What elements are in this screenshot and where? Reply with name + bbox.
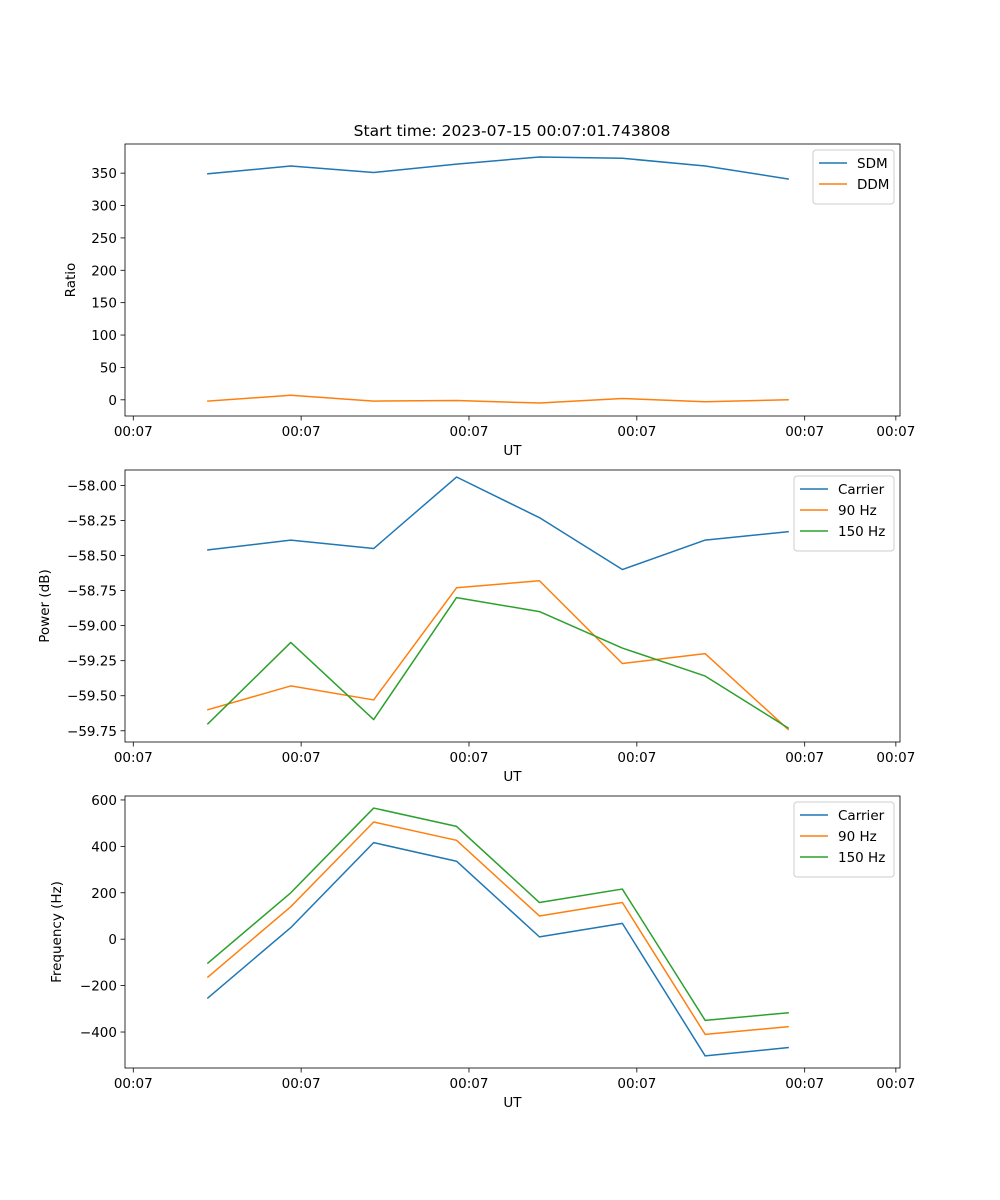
power-legend-entry-90-hz: 90 Hz — [838, 503, 877, 519]
ratio-y-tick-label: 100 — [91, 328, 117, 344]
frequency-panel: 00:07 00:07 00:07 00:07 00:07 00:07 −400 −200 0 2… — [49, 793, 915, 1111]
ratio-y-tick-label: 150 — [91, 296, 117, 312]
frequency-y-tick-label: 400 — [91, 839, 117, 855]
frequency-series-line-90-hz — [206, 821, 789, 1036]
ratio-y-tick-label: 250 — [91, 231, 117, 247]
frequency-series-line-carrier — [206, 841, 789, 1057]
power-y-tick-label: −59.00 — [67, 619, 117, 635]
ratio-y-tick-label: 50 — [100, 360, 117, 376]
power-x-axis-label: UT — [503, 769, 522, 785]
frequency-y-tick-label: −400 — [80, 1025, 117, 1041]
frequency-x-tick-label: 00:07 — [876, 1076, 915, 1092]
power-y-tick-label: −58.00 — [67, 478, 117, 494]
ratio-series-line-sdm — [207, 156, 789, 180]
ratio-panel: 00:07 00:07 00:07 00:07 00:07 00:07 0 50 100 150 2… — [63, 143, 915, 459]
ratio-x-tick-label: 00:07 — [785, 424, 824, 440]
frequency-y-axis-label: Frequency (Hz) — [49, 881, 65, 983]
power-x-tick-label: 00:07 — [282, 750, 321, 766]
ratio-x-tick-label: 00:07 — [876, 424, 915, 440]
frequency-legend: Carrier 90 Hz 150 Hz — [793, 801, 895, 878]
frequency-legend-entry-90-hz: 90 Hz — [838, 829, 877, 845]
ratio-y-tick-label: 200 — [91, 263, 117, 279]
power-x-tick-label: 00:07 — [617, 750, 656, 766]
frequency-x-tick-label: 00:07 — [617, 1076, 656, 1092]
power-axes-frame — [124, 469, 901, 743]
ratio-y-tick-label: 300 — [91, 199, 117, 215]
power-legend: Carrier 90 Hz 150 Hz — [793, 475, 895, 552]
figure-title: Start time: 2023-07-15 00:07:01.743808 — [354, 122, 671, 140]
power-series-line-150-hz — [206, 596, 790, 730]
power-y-tick-label: −58.75 — [67, 584, 117, 600]
ratio-x-tick-label: 00:07 — [450, 424, 489, 440]
power-y-tick-label: −58.50 — [67, 549, 117, 565]
frequency-y-tick-label: 200 — [91, 886, 117, 902]
frequency-y-tick-label: −200 — [80, 979, 117, 995]
frequency-y-tick-label: 0 — [108, 932, 117, 948]
ratio-x-axis-label: UT — [503, 443, 522, 459]
frequency-y-tick-label: 600 — [91, 793, 117, 809]
power-legend-entry-150-hz: 150 Hz — [838, 524, 885, 540]
power-x-tick-label: 00:07 — [450, 750, 489, 766]
frequency-legend-entry-150-hz: 150 Hz — [838, 850, 885, 866]
power-x-tick-label: 00:07 — [785, 750, 824, 766]
power-y-tick-label: −59.75 — [67, 724, 117, 740]
ratio-legend-entry-sdm: SDM — [857, 156, 888, 172]
power-legend-box — [793, 475, 895, 552]
power-x-tick-label: 00:07 — [114, 750, 153, 766]
frequency-legend-entry-carrier: Carrier — [838, 808, 885, 824]
power-y-axis-label: Power (dB) — [37, 569, 53, 642]
power-panel: 00:07 00:07 00:07 00:07 00:07 00:07 −58.00 −58.… — [37, 469, 915, 785]
power-y-tick-label: −59.25 — [67, 654, 117, 670]
ratio-y-axis-label: Ratio — [63, 263, 79, 298]
frequency-series-line-150-hz — [206, 807, 789, 1022]
ratio-axes-frame — [124, 143, 901, 417]
frequency-x-tick-label: 00:07 — [282, 1076, 321, 1092]
frequency-x-tick-label: 00:07 — [785, 1076, 824, 1092]
ratio-x-tick-label: 00:07 — [282, 424, 321, 440]
ratio-y-tick-label: 0 — [108, 393, 117, 409]
power-y-tick-label: −59.50 — [67, 689, 117, 705]
power-legend-entry-carrier: Carrier — [838, 482, 885, 498]
frequency-axes-frame — [124, 795, 901, 1069]
ratio-legend-entry-ddm: DDM — [857, 177, 889, 193]
ratio-series-line-ddm — [207, 394, 789, 404]
power-x-tick-label: 00:07 — [876, 750, 915, 766]
power-series-line-90-hz — [206, 580, 790, 731]
frequency-x-tick-label: 00:07 — [450, 1076, 489, 1092]
frequency-x-tick-label: 00:07 — [114, 1076, 153, 1092]
ratio-x-tick-label: 00:07 — [114, 424, 153, 440]
frequency-legend-box — [793, 801, 895, 878]
power-series-line-carrier — [207, 476, 789, 571]
ratio-y-tick-label: 350 — [91, 166, 117, 182]
ratio-legend: SDM DDM — [812, 149, 895, 205]
frequency-x-axis-label: UT — [503, 1095, 522, 1111]
power-y-tick-label: −58.25 — [67, 513, 117, 529]
ratio-x-tick-label: 00:07 — [617, 424, 656, 440]
